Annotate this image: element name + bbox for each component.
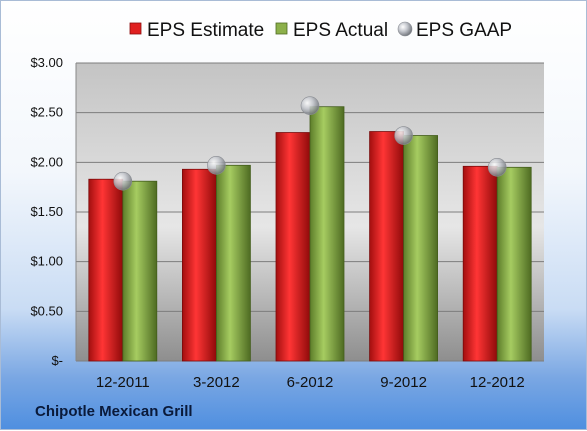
legend-label: EPS GAAP xyxy=(416,20,512,41)
eps-gaap-point xyxy=(487,158,507,177)
y-tick-label: $1.50 xyxy=(30,204,63,219)
x-axis: 12-2011 3-2012 6-2012 9-2012 12-2012 xyxy=(96,374,525,391)
eps-actual-bar xyxy=(496,166,532,362)
eps-estimate-bar xyxy=(275,132,311,362)
legend-eps-gaap: EPS GAAP xyxy=(397,20,512,41)
eps-actual-bar xyxy=(215,164,251,362)
eps-gaap-point xyxy=(207,156,226,175)
eps-estimate-bar xyxy=(462,165,498,362)
eps-gaap-point xyxy=(300,96,320,116)
y-tick-label: $3.00 xyxy=(30,55,63,70)
eps-estimate-bar xyxy=(369,131,405,362)
legend-eps-estimate: EPS Estimate xyxy=(129,20,264,41)
x-tick-label: 12-2012 xyxy=(470,374,525,391)
eps-estimate-bar xyxy=(88,178,124,362)
legend-eps-actual: EPS Actual xyxy=(275,20,388,41)
y-tick-label: $- xyxy=(51,353,63,368)
x-tick-label: 12-2011 xyxy=(96,374,150,391)
eps-gaap-point xyxy=(113,171,133,191)
eps-actual-bar xyxy=(403,135,439,362)
y-tick-label: $2.50 xyxy=(30,105,63,120)
legend-swatch xyxy=(275,22,288,35)
y-tick-label: $0.50 xyxy=(30,303,63,318)
legend: EPS Estimate EPS Actual EPS GAAP xyxy=(129,20,512,41)
x-tick-label: 6-2012 xyxy=(287,374,334,391)
y-axis: $- $0.50 $1.00 $1.50 $2.00 $2.50 $3.00 xyxy=(30,55,77,368)
legend-swatch xyxy=(397,21,413,37)
legend-label: EPS Actual xyxy=(293,20,388,41)
eps-estimate-bar xyxy=(181,168,217,362)
y-tick-label: $2.00 xyxy=(30,154,63,169)
bars xyxy=(88,106,532,362)
eps-actual-bar xyxy=(309,106,345,362)
x-tick-label: 9-2012 xyxy=(380,374,427,391)
company-name: Chipotle Mexican Grill xyxy=(35,403,193,420)
legend-swatch xyxy=(129,22,142,35)
eps-gaap-point xyxy=(394,126,413,145)
gaap-points xyxy=(113,96,507,191)
legend-label: EPS Estimate xyxy=(147,20,264,41)
y-tick-label: $1.00 xyxy=(30,254,63,269)
x-tick-label: 3-2012 xyxy=(193,374,240,391)
eps-actual-bar xyxy=(122,180,158,362)
